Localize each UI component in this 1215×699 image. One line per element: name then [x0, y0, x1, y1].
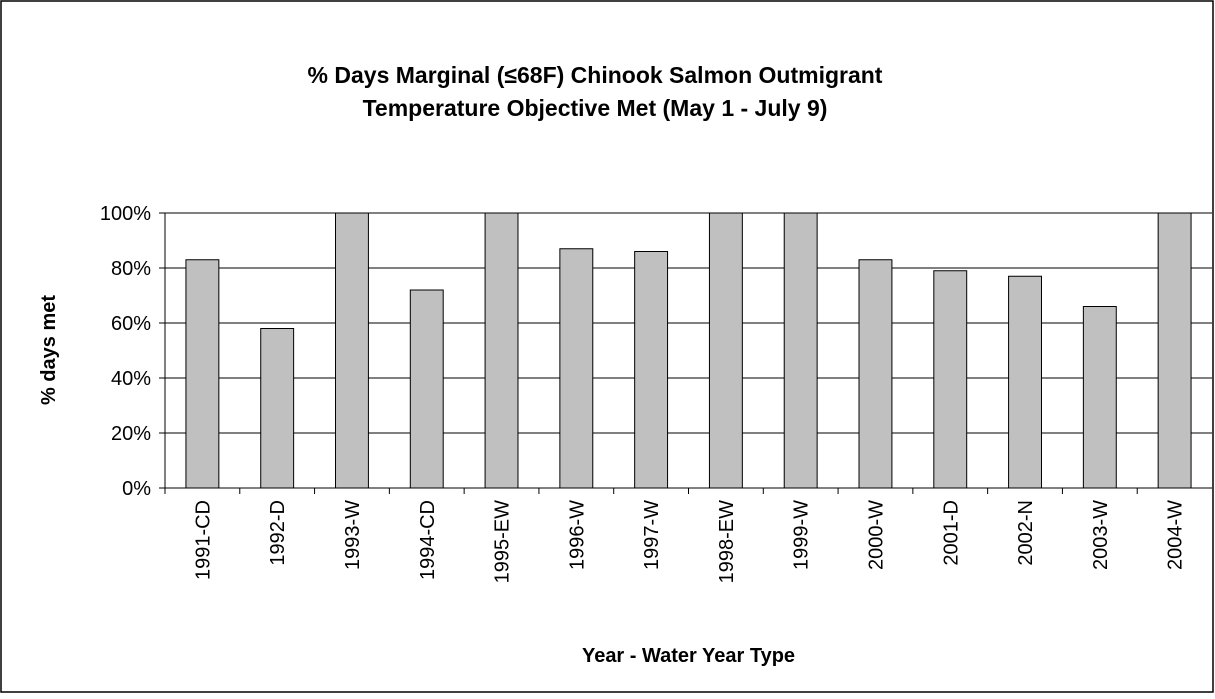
bar: [1082, 306, 1117, 489]
bar: [409, 289, 444, 489]
bar: [484, 212, 519, 489]
y-tick-label: 0%: [122, 478, 151, 500]
y-tick-label: 100%: [100, 203, 151, 225]
y-tick-label: 60%: [111, 313, 151, 335]
bar: [260, 328, 295, 489]
x-tick-label: 1999-W: [791, 500, 813, 570]
bar: [1008, 275, 1042, 489]
bar: [933, 270, 968, 489]
x-axis-title: Year - Water Year Type: [582, 645, 795, 667]
x-tick-label: 2004-W: [1165, 500, 1187, 570]
bar: [335, 212, 369, 489]
y-axis-title: % days met: [38, 295, 60, 405]
chart-title: % Days Marginal (≤68F) Chinook Salmon Ou…: [308, 62, 883, 88]
bar: [708, 212, 743, 489]
bar: [185, 259, 220, 489]
x-tick-label: 1995-EW: [492, 500, 514, 583]
y-tick-label: 80%: [111, 258, 151, 280]
x-tick-label: 2003-W: [1090, 500, 1112, 570]
x-tick-label: 1997-W: [641, 500, 663, 570]
x-tick-label: 1996-W: [566, 500, 588, 570]
bar: [1157, 212, 1192, 489]
y-tick-label: 20%: [111, 423, 151, 445]
x-tick-label: 1994-CD: [417, 500, 439, 580]
x-tick-label: 1993-W: [342, 500, 364, 570]
x-tick-label: 1992-D: [267, 500, 289, 566]
x-tick-label: 1991-CD: [192, 500, 214, 580]
x-tick-label: 2001-D: [940, 500, 962, 566]
x-tick-label: 2002-N: [1015, 500, 1037, 566]
bar: [559, 248, 594, 489]
x-tick-label: 2000-W: [865, 500, 887, 570]
chart-title: Temperature Objective Met (May 1 - July …: [363, 95, 828, 121]
y-tick-label: 40%: [111, 368, 151, 390]
bar: [634, 251, 669, 489]
bar: [858, 259, 893, 489]
bar: [783, 212, 818, 489]
x-tick-label: 1998-EW: [716, 500, 738, 583]
